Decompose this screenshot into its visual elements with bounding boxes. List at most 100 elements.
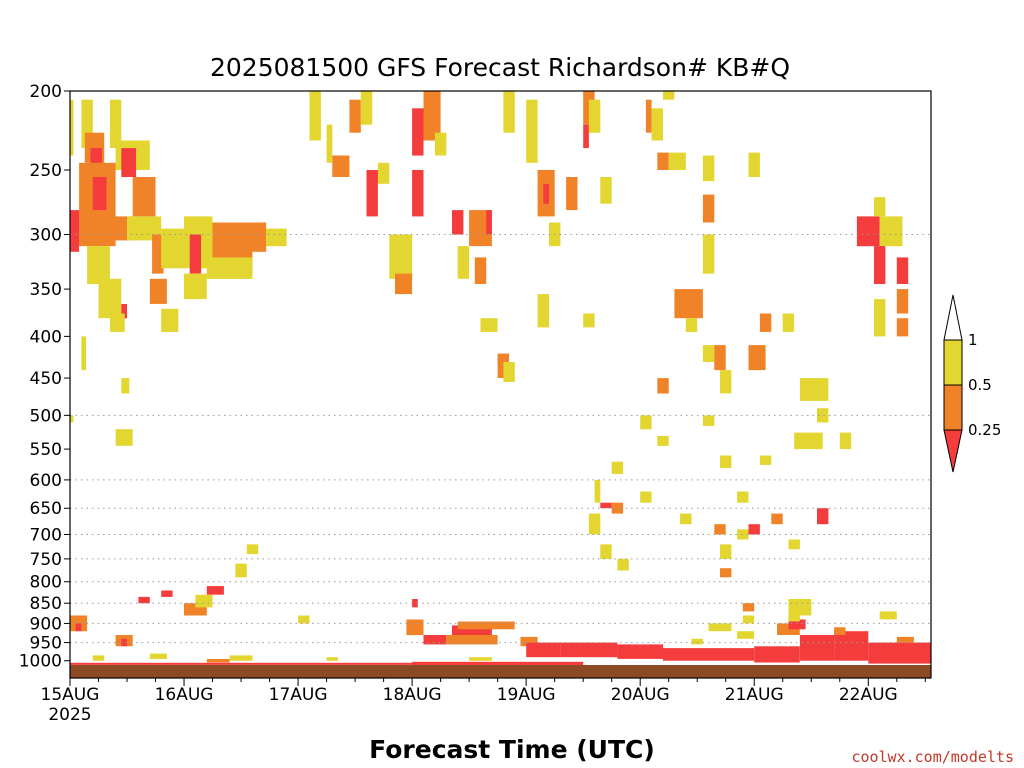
x-axis-year-label: 2025 [48,705,91,725]
heatmap-cell [87,246,110,284]
heatmap-cell [246,544,259,555]
heatmap-cell [149,653,167,659]
heatmap-cell [189,234,202,274]
heatmap-cell [839,432,852,450]
x-tick-label: 19AUG [497,685,556,705]
x-tick-label: 18AUG [383,685,442,705]
heatmap-cell [720,568,732,578]
heatmap-cell [474,257,487,284]
heatmap-cell [788,539,800,550]
heatmap-cell [879,216,903,247]
heatmap-cell [503,91,515,133]
heatmap-cell [412,661,584,665]
ground-surface [70,665,931,678]
credit-text: coolwx.com/modelts [851,748,1014,766]
heatmap-cell [640,415,652,430]
heatmap-cell [206,586,224,595]
heatmap-cell [326,657,338,661]
heatmap-cell [349,99,361,133]
heatmap-cell [714,524,726,535]
heatmap-cell [121,148,137,177]
heatmap-cell [702,345,715,362]
heatmap-cell [457,621,515,630]
heatmap-cell [366,170,378,217]
heatmap-cell [497,353,509,378]
heatmap-cells [70,91,931,665]
heatmap-cell [748,345,766,371]
heatmap-cell [235,563,247,578]
heatmap-cell [799,635,835,661]
heatmap-cell [360,91,373,125]
heatmap-cell [663,91,675,100]
heatmap-cell [446,635,498,645]
heatmap-cell [206,257,253,279]
heatmap-cell [782,313,795,332]
y-tick-label: 1000 [19,652,62,672]
heatmap-cell [452,625,492,637]
heatmap-cell [109,99,122,148]
heatmap-cell [657,378,669,394]
heatmap-cell [834,627,846,635]
y-tick-label: 600 [30,471,62,491]
heatmap-cell [737,529,749,540]
y-tick-label: 300 [30,226,62,246]
heatmap-cell [121,638,127,647]
heatmap-cell [874,299,886,323]
heatmap-cell [737,491,749,503]
heatmap-cell [702,194,715,223]
heatmap-cell [799,378,829,401]
heatmap-cell [138,596,150,604]
heatmap-cell [674,289,703,319]
y-tick-label: 850 [30,594,62,614]
heatmap-cell [794,432,823,450]
heatmap-cell [720,455,732,468]
heatmap-cell [714,345,726,371]
heatmap-cell [395,273,413,295]
heatmap-cell [469,657,492,661]
y-tick-label: 650 [30,499,62,519]
heatmap-cell [856,216,880,247]
heatmap-cell [657,152,669,170]
heatmap-cell [600,502,612,509]
heatmap-cell [560,642,618,658]
y-tick-label: 800 [30,573,62,593]
heatmap-cell [326,124,333,163]
x-tick-label: 21AUG [725,685,784,705]
heatmap-cell [896,636,914,643]
heatmap-cell [874,197,886,217]
heatmap-cell [480,318,498,332]
x-axis-ticks: 15AUG 16AUG 17AUG 18AUG 19AUG 20AUG 21AUG 22AUG [41,678,926,705]
heatmap-cell [526,642,561,658]
heatmap-cell [788,619,806,630]
heatmap-cell [777,623,800,635]
heatmap-cell [121,304,127,319]
heatmap-cell [817,508,829,525]
heatmap-cell [600,544,612,559]
heatmap-cell [702,415,715,426]
heatmap-cell [195,594,213,608]
legend-label: 0.5 [968,376,992,394]
heatmap-cell [377,162,390,184]
heatmap-cell [412,170,424,217]
legend-label: 0.25 [968,421,1001,439]
heatmap-cell [594,479,601,503]
y-tick-label: 500 [30,406,62,426]
heatmap-cell [817,408,829,423]
y-tick-label: 550 [30,440,62,460]
heatmap-cell [896,318,909,337]
legend-label: 1 [968,331,978,349]
heatmap-cell [720,370,732,394]
chart-title: 2025081500 GFS Forecast Richardson# KB#Q [210,53,790,82]
heatmap-cell [423,91,441,141]
x-tick-label: 15AUG [41,685,100,705]
heatmap-cell [720,544,732,559]
y-tick-label: 350 [30,280,62,300]
heatmap-cell [537,294,549,328]
heatmap-cell [651,108,663,141]
heatmap-cell [759,313,772,332]
heatmap-cell [520,636,538,647]
heatmap-cell [748,524,760,535]
heatmap-cell [611,502,624,514]
heatmap-cell [81,99,93,148]
